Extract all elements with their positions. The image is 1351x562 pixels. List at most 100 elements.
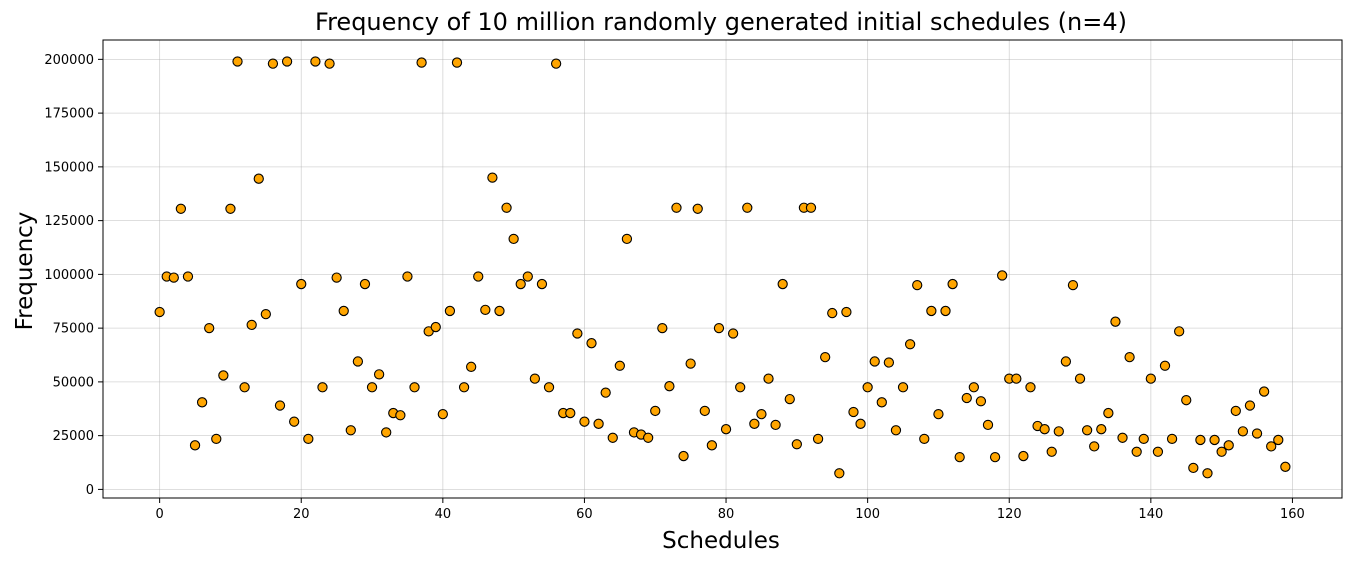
data-point (296, 278, 307, 290)
data-point (1202, 468, 1213, 479)
data-point (324, 58, 335, 69)
chart-title: Frequency of 10 million randomly generat… (315, 8, 1127, 36)
data-point (501, 202, 512, 213)
data-point (643, 432, 654, 443)
x-tick-label: 140 (1138, 507, 1163, 522)
data-point (805, 202, 817, 213)
data-point (1258, 386, 1270, 397)
data-point (543, 382, 555, 393)
data-point (954, 451, 965, 463)
x-tick-label: 80 (718, 507, 735, 522)
data-point (685, 358, 696, 369)
data-point (593, 418, 604, 429)
data-point (890, 425, 902, 436)
data-point (735, 382, 746, 393)
data-point (933, 408, 944, 420)
data-point (303, 433, 314, 445)
data-point (1188, 462, 1199, 474)
data-point (281, 56, 293, 67)
data-point (331, 272, 342, 283)
data-point (345, 425, 356, 436)
y-tick-label: 150000 (44, 160, 94, 175)
data-point (862, 382, 873, 393)
data-point (975, 396, 987, 407)
data-points (154, 56, 1291, 479)
data-point (1046, 446, 1057, 457)
data-point (989, 451, 1001, 463)
data-point (1166, 433, 1178, 445)
data-point (1152, 446, 1164, 457)
data-point (381, 427, 392, 438)
y-tick-label: 125000 (44, 214, 94, 229)
data-point (246, 319, 257, 331)
data-point (565, 407, 576, 419)
data-point (961, 392, 972, 404)
data-point (168, 272, 179, 283)
data-point (466, 361, 477, 372)
data-point (480, 304, 491, 316)
x-tick-label: 20 (293, 507, 310, 522)
data-point (494, 305, 505, 317)
data-point (1174, 326, 1185, 337)
data-point (586, 338, 597, 349)
data-point (310, 56, 321, 67)
data-point (699, 405, 710, 417)
data-point (1096, 424, 1107, 435)
data-point (621, 233, 633, 245)
data-point (834, 468, 845, 479)
data-point (1011, 373, 1022, 384)
data-point (1018, 450, 1029, 462)
data-point (182, 271, 194, 282)
y-tick-label: 100000 (44, 268, 94, 283)
data-point (827, 307, 838, 319)
y-tick-label: 25000 (53, 429, 94, 444)
data-point (1131, 446, 1142, 457)
data-point (713, 322, 725, 334)
data-point (600, 387, 611, 398)
data-point (1074, 373, 1086, 384)
data-point (784, 393, 795, 405)
data-point (218, 370, 229, 381)
data-point (720, 424, 732, 435)
data-point (444, 305, 456, 317)
data-point (706, 440, 718, 451)
data-point (267, 58, 279, 69)
data-point (947, 278, 958, 290)
data-point (1237, 426, 1249, 437)
data-point (572, 328, 583, 339)
data-point (1181, 395, 1192, 406)
data-point (897, 382, 909, 393)
data-point (239, 382, 250, 393)
data-point (1209, 434, 1220, 446)
y-tick-label: 175000 (44, 107, 94, 122)
data-point (473, 271, 484, 282)
data-point (855, 418, 866, 429)
data-point (982, 419, 994, 431)
x-tick-label: 0 (155, 507, 163, 522)
data-point (579, 416, 590, 427)
data-point (373, 369, 385, 380)
data-point (756, 408, 767, 420)
data-point (366, 382, 378, 393)
data-point (522, 271, 533, 282)
data-point (869, 356, 880, 367)
data-point (820, 352, 831, 363)
data-point (196, 397, 208, 408)
data-point (437, 408, 448, 420)
x-tick-label: 60 (576, 507, 593, 522)
data-point (204, 322, 215, 334)
data-point (692, 203, 703, 214)
data-point (812, 433, 824, 445)
data-point (777, 278, 788, 290)
data-point (904, 339, 916, 350)
data-point (1216, 446, 1227, 457)
data-point (289, 416, 300, 427)
data-point (515, 278, 526, 290)
data-point (508, 233, 519, 245)
data-point (876, 397, 887, 408)
x-tick-label: 120 (997, 507, 1022, 522)
data-point (791, 439, 802, 450)
x-tick-label: 40 (435, 507, 452, 522)
data-point (727, 328, 739, 339)
data-point (529, 373, 541, 384)
